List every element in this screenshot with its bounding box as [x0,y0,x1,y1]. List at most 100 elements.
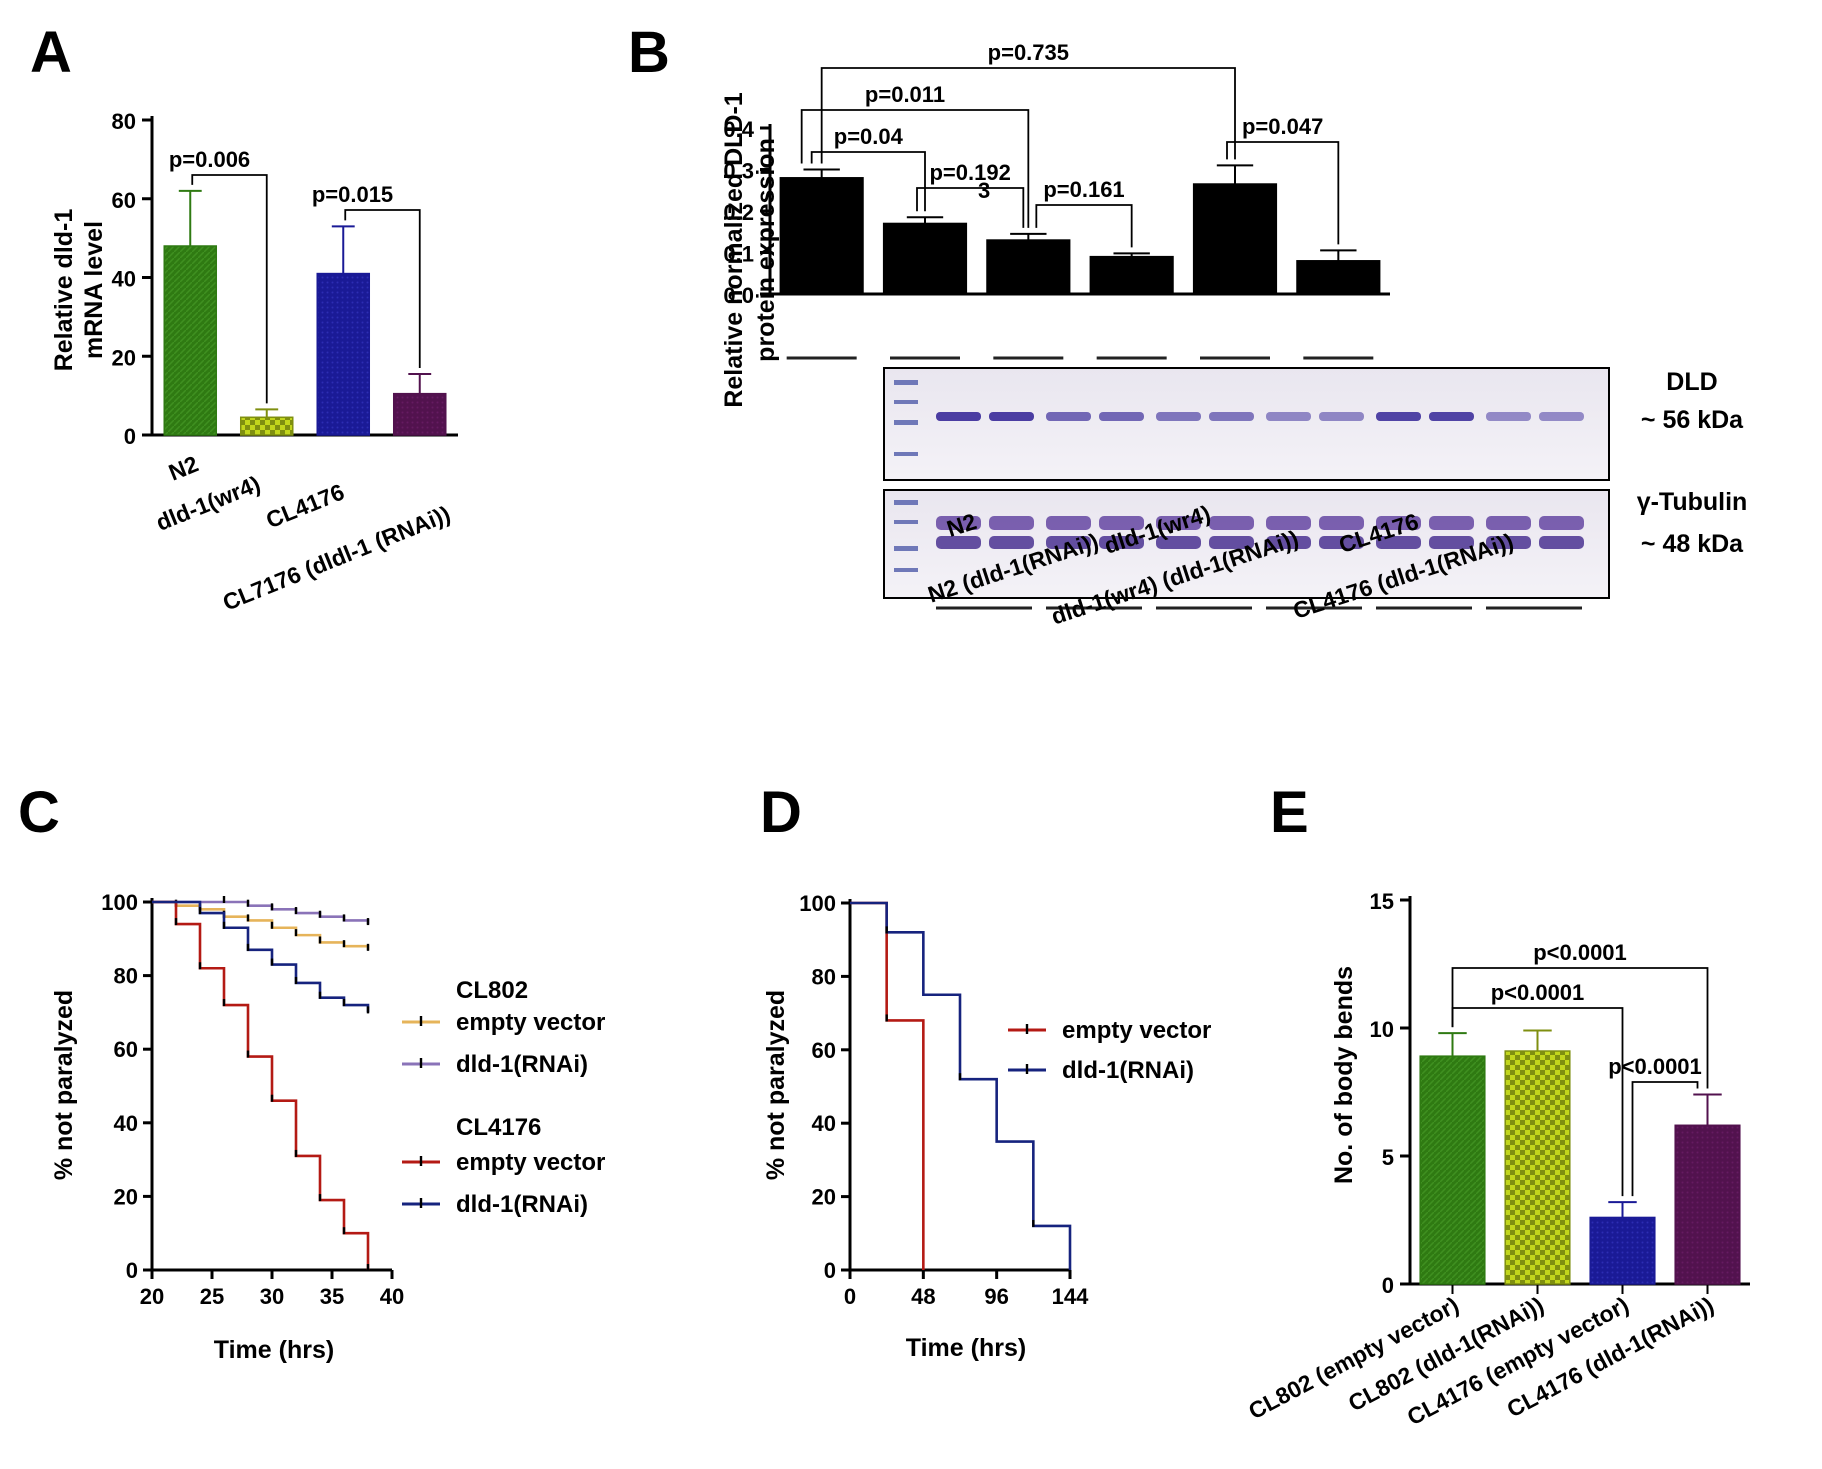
tubulin-band [1209,536,1254,549]
dld-band [1376,412,1421,421]
tubulin-band [1319,536,1364,549]
significance-bracket [1035,204,1133,248]
bar [163,245,218,436]
tubulin-band [936,516,981,530]
panel-label-e: E [1270,780,1309,845]
category-label: CL7176 (dldl-1 (RNAi)) [219,501,454,616]
dld-blot [883,367,1610,481]
bar [239,416,294,436]
dld-band [1046,412,1091,421]
tubulin-band [989,536,1034,549]
significance-bracket [1451,1007,1624,1197]
bar [1089,255,1174,295]
bar [1589,1216,1656,1285]
dld-band [989,412,1034,421]
panel-e-ylabel: No. of body bends [1330,966,1358,1184]
panel-c-ylabel: % not paralyzed [50,990,78,1180]
legend-label: dld-1(RNAi) [1062,1057,1194,1084]
tubulin-ladder-band [894,520,918,524]
y-tick-label: 0 [1382,1273,1394,1298]
dld-ladder-band [894,380,918,385]
survival-line [152,900,370,950]
p-value-label: p=0.192 [929,160,1010,185]
tubulin-blot [883,489,1610,599]
category-label: dld-1(wr4) [152,471,264,536]
x-tick-label: 0 [844,1284,856,1309]
bar [1504,1050,1571,1285]
p-value-label: p<0.0001 [1533,940,1627,965]
x-tick-label: 144 [1052,1284,1089,1309]
y-tick-label: 60 [114,1037,138,1062]
tubulin-band [1046,536,1091,549]
tubulin-blot-size: ~ 48 kDa [1641,530,1744,558]
y-tick-label: 20 [114,1184,138,1209]
category-label: N2 [165,451,202,486]
panel-b-significance: p=0.735 p=0.011 p=0.04 p=0.192 p=0.161 p=0.04… [800,40,1340,248]
dld-ladder-band [894,452,918,456]
y-tick-label: 100 [101,890,138,915]
tubulin-ladder-band [894,546,918,551]
panel-e-significance: p<0.0001 p<0.0001 p<0.0001 [1451,940,1709,1197]
tubulin-bands [936,516,1584,549]
bar [316,272,371,436]
tubulin-band [1429,536,1474,549]
x-tick-label: 40 [380,1284,404,1309]
panel-e-chart: 0 5 10 15 p<0.0001 p<0.0001 p<0.0001 No. of b… [1244,889,1750,1430]
p-value-label: p=0.047 [1242,114,1323,139]
dld-band [1266,412,1311,421]
dld-blot-frame [883,367,1610,481]
survival-line [850,901,925,1270]
bar [1419,1055,1486,1285]
dld-band [1209,412,1254,421]
panel-label-a: A [30,20,72,85]
significance-bracket [344,209,421,368]
y-tick-label: 100 [799,891,836,916]
tubulin-band [1156,516,1201,530]
panel-d-series [850,901,1072,1270]
p-value-label: p=0.006 [169,147,250,172]
x-tick-label: 96 [984,1284,1008,1309]
y-tick-label: 0.3 [723,159,754,184]
y-tick-label: 60 [812,1038,836,1063]
panel-d-ylabel: % not paralyzed [762,990,790,1180]
y-tick-label: 20 [812,1185,836,1210]
x-tick-label: 35 [320,1284,344,1309]
tubulin-band [989,516,1034,530]
category-label: CL4176 [262,479,348,534]
panel-b-ylabel-2: protein expression [752,138,780,362]
significance-bracket [1451,967,1709,1089]
panel-d-axes: 0 20 40 60 80 100 0 48 96 144 [799,891,1089,1309]
y-tick-label: 0.2 [723,200,754,225]
legend-group-title: CL802 [456,977,528,1004]
bar [392,392,447,436]
y-tick-label: 80 [114,964,138,989]
panel-d-xlabel: Time (hrs) [906,1334,1026,1362]
significance-bracket [191,174,268,404]
p-value-label: p=0.015 [312,182,393,207]
y-tick-label: 0.0 [723,283,754,308]
y-tick-label: 10 [1370,1017,1394,1042]
tubulin-band [1376,516,1421,530]
x-tick-label: 20 [140,1284,164,1309]
y-tick-label: 20 [112,345,136,370]
survival-line [152,900,370,1013]
tubulin-band [1486,536,1531,549]
y-tick-label: 5 [1382,1145,1394,1170]
panel-label-d: D [760,780,802,845]
y-tick-label: 0 [124,424,136,449]
y-tick-label: 80 [812,964,836,989]
legend-label: dld-1(RNAi) [456,1191,588,1218]
tubulin-band [1099,516,1144,530]
p-value-label: p=0.04 [834,124,904,149]
panel-b-lane-lines [786,356,1582,610]
tubulin-band [1156,536,1201,549]
tubulin-band [1539,536,1584,549]
y-tick-label: 0 [126,1258,138,1283]
p-value-label: p=0.161 [1043,177,1124,202]
panel-e-categories: CL802 (empty vector)CL802 (dld-1(RNAi))C… [1244,1291,1718,1430]
y-tick-label: 60 [112,188,136,213]
panel-label-c: C [18,780,60,845]
